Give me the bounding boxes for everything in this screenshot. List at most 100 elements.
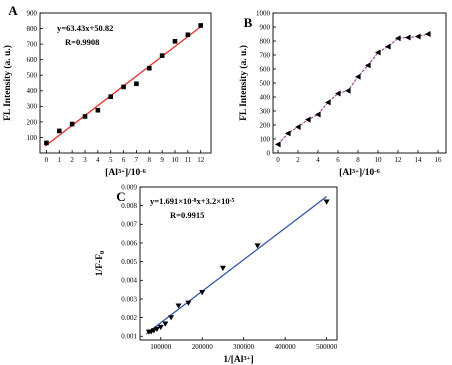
data-point [150,328,157,334]
y-axis-label: FL Intensity (a. u.) [2,45,13,121]
x-tick-label: 0 [276,156,280,164]
data-point [219,265,226,271]
data-point [172,39,178,44]
data-point [134,81,139,87]
y-tick-label: 0.008 [121,202,137,210]
x-axis-label: [Al3+]/10-6 [339,168,380,178]
y-tick-label: 500 [260,79,271,87]
data-point [159,53,165,58]
y-tick-label: 400 [27,87,38,95]
data-point [162,321,169,327]
x-tick-label: 3 [83,156,87,164]
y-tick-label: 100 [27,134,38,142]
data-point [185,300,192,306]
panel-C: 100000 200000 300000 400000 500000 0.001 0.002… [95,183,338,365]
x-tick-label: 12 [197,156,205,164]
y-tick-label: 200 [27,118,38,126]
data-point [365,62,371,69]
data-point [305,116,311,123]
data-point [323,199,330,205]
data-point [415,33,421,40]
data-point [175,303,182,309]
x-tick-label: 11 [184,156,191,164]
y-tick-label: 1000 [256,9,271,17]
data-point [335,90,341,97]
data-point [44,140,49,146]
y-tick-label: 0.001 [121,333,137,341]
data-point [355,73,361,80]
x-tick-label: 1 [58,156,62,164]
data-point [153,326,160,332]
x-tick-label: 16 [435,156,443,164]
fit-line [145,196,328,335]
panel-letter: A [8,3,18,18]
data-point [315,111,321,118]
x-tick-label: 6 [336,156,340,164]
data-point [168,315,175,321]
y-tick-label: 0.003 [121,295,137,303]
y-axis-label: FL Intensity (a. u.) [238,45,249,121]
y-tick-label: 100 [260,135,271,143]
data-point [95,107,101,113]
y-tick-label: 0.007 [121,221,137,229]
y-tick-label: 900 [27,9,38,17]
y-tick-label: 0 [267,149,271,157]
x-tick-label: 14 [415,156,423,164]
y-tick-label: 0.004 [121,277,137,285]
fit-r-value: R=0.9915 [170,210,204,220]
x-tick-label: 4 [96,156,100,164]
x-tick-label: 2 [70,156,74,164]
y-tick-label: 800 [260,37,271,45]
x-tick-label: 6 [122,156,126,164]
x-tick-label: 200000 [192,343,214,351]
data-point [425,31,431,37]
fit-equation: y=63.43x+50.82 [57,23,113,33]
data-point [375,49,381,56]
y-tick-label: 600 [260,65,271,73]
data-point [146,65,152,71]
x-tick-label: 2 [296,156,300,164]
y-tick-label: 0.009 [121,183,137,191]
y-axis-label: 1/F-F0 [95,250,106,276]
x-axis-label: 1/[Al3+] [223,355,253,365]
y-tick-label: 800 [27,25,38,33]
data-point [82,114,88,119]
data-point [108,94,114,99]
data-point [121,84,126,90]
x-tick-label: 10 [172,156,180,164]
x-axis-label: [Al3+]/10-6 [105,168,146,178]
data-point [395,35,401,42]
fit-equation: y=1.691×10-8x+3.2×10-5 [150,196,235,206]
data-point [254,243,261,249]
y-tick-label: 700 [260,51,271,59]
x-tick-label: 10 [375,156,383,164]
x-tick-label: 8 [356,156,360,164]
x-tick-label: 100000 [150,343,172,351]
x-tick-label: 4 [316,156,320,164]
y-tick-label: 900 [260,23,271,31]
data-point [385,43,391,50]
panel-A: 0 1 2 3 4 5 6 7 8 9 10 11 12100200300400500600700800… [2,3,212,178]
series-line [277,33,429,145]
panel-letter: C [116,189,125,204]
data-point [198,23,204,28]
x-tick-label: 300000 [233,343,255,351]
y-tick-label: 0.005 [121,258,137,266]
panel-B: 0 2 4 6 8 10 12 14 16 0 100 200 300 400 500 600 700 800 90… [238,9,447,178]
fit-r-value: R=0.9908 [65,37,99,47]
data-point [325,99,331,106]
y-tick-label: 600 [27,56,38,64]
data-point [295,123,301,130]
x-tick-label: 0 [45,156,49,164]
data-point [405,34,411,41]
data-point [69,121,75,127]
y-tick-label: 200 [260,121,271,129]
x-tick-label: 8 [148,156,152,164]
y-tick-label: 300 [260,107,271,115]
x-tick-label: 5 [109,156,113,164]
data-point [285,130,291,137]
y-tick-label: 0.002 [121,314,137,322]
plot-frame [39,12,212,154]
x-tick-label: 12 [395,156,403,164]
